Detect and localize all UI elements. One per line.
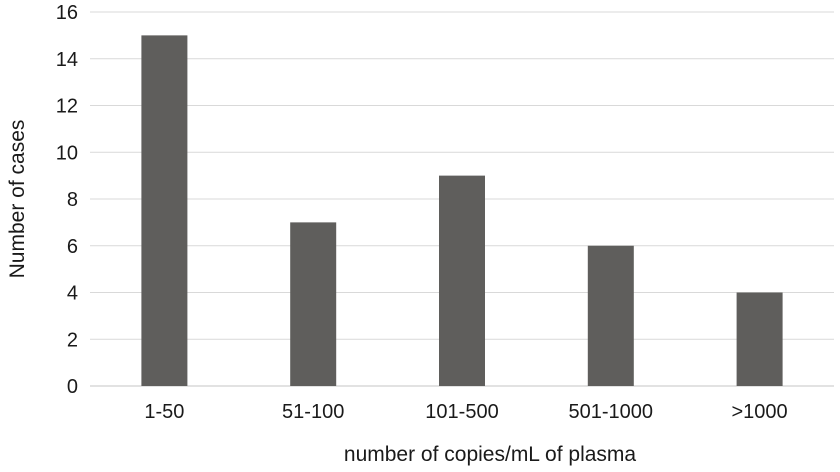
y-tick-label: 2 — [67, 329, 78, 351]
x-axis-ticks: 1-50 51-100 101-500 501-1000 >1000 — [144, 401, 787, 423]
bar — [439, 175, 485, 386]
x-tick-label: 51-100 — [282, 401, 344, 423]
y-tick-label: 6 — [67, 236, 78, 258]
x-tick-label: 1-50 — [144, 401, 184, 423]
y-axis-label: Number of cases — [6, 120, 29, 279]
bar — [141, 35, 188, 386]
bars — [141, 35, 783, 386]
bar — [736, 292, 783, 386]
x-tick-label: 101-500 — [425, 401, 498, 423]
y-tick-label: 14 — [56, 49, 78, 71]
y-tick-label: 16 — [56, 2, 78, 24]
y-tick-label: 10 — [56, 142, 78, 164]
y-tick-label: 4 — [67, 283, 78, 305]
x-tick-label: 501-1000 — [569, 401, 654, 423]
y-tick-label: 12 — [56, 96, 78, 118]
x-tick-label: >1000 — [732, 401, 788, 423]
y-tick-label: 0 — [67, 376, 78, 398]
y-tick-label: 8 — [67, 189, 78, 211]
x-axis-label: number of copies/mL of plasma — [344, 443, 637, 466]
y-axis-ticks: 0 2 4 6 8 10 12 14 16 — [56, 2, 78, 398]
bar — [587, 245, 634, 386]
bar — [290, 222, 337, 386]
